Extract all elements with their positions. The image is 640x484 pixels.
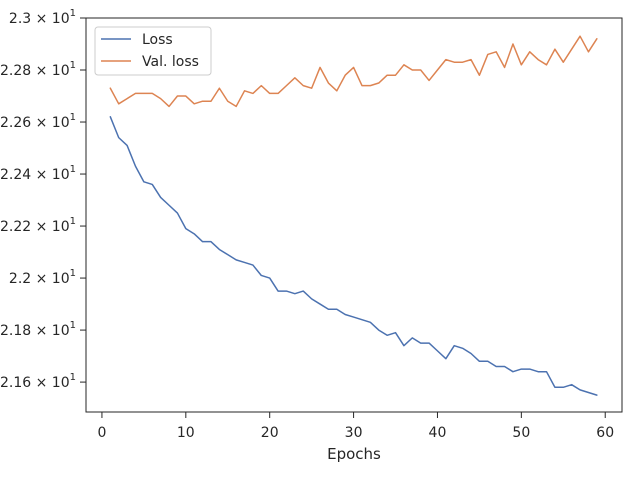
y-tick-label: 2.28 × 101	[0, 60, 76, 79]
plot-area	[85, 17, 623, 413]
legend-label: Loss	[142, 32, 173, 48]
legend: Loss Val. loss	[94, 26, 212, 76]
series-line-val-loss	[109, 35, 598, 108]
series-layer	[109, 35, 598, 396]
x-tick-label: 20	[261, 425, 279, 441]
y-tick-label: 2.22 × 101	[0, 216, 76, 235]
legend-label: Val. loss	[142, 54, 199, 70]
y-tick-label: 2.3 × 101	[9, 8, 76, 27]
x-tick-label: 40	[429, 425, 447, 441]
legend-items: Loss Val. loss	[101, 32, 199, 70]
y-tick-label: 2.18 × 101	[0, 320, 76, 339]
y-axis: 2.16 × 101 2.18 × 101 2.2 × 101 2.22 × 101 2…	[0, 8, 86, 391]
x-tick-label: 60	[596, 425, 614, 441]
y-tick-label: 2.26 × 101	[0, 112, 76, 131]
x-tick-label: 30	[345, 425, 363, 441]
y-tick-label: 2.2 × 101	[9, 268, 76, 287]
x-tick-label: 0	[97, 425, 106, 441]
x-axis-label: Epochs	[327, 445, 381, 463]
x-tick-label: 50	[512, 425, 530, 441]
x-tick-label: 10	[177, 425, 195, 441]
series-line-loss	[109, 116, 598, 396]
y-tick-label: 2.24 × 101	[0, 164, 76, 183]
y-tick-label: 2.16 × 101	[0, 372, 76, 391]
x-axis: 0 10 20 30 40 50 60	[97, 412, 614, 441]
